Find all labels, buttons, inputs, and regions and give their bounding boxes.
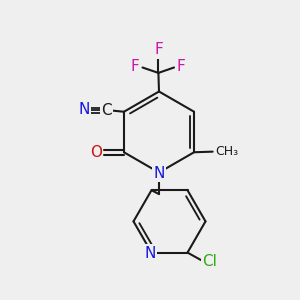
- Text: CH₃: CH₃: [215, 145, 238, 158]
- Text: F: F: [131, 59, 140, 74]
- Text: F: F: [154, 42, 163, 57]
- Text: N: N: [144, 246, 156, 261]
- Text: Cl: Cl: [202, 254, 217, 269]
- Text: O: O: [90, 145, 102, 160]
- Text: N: N: [153, 166, 165, 181]
- Text: F: F: [177, 59, 186, 74]
- Text: N: N: [78, 102, 89, 117]
- Text: C: C: [101, 103, 112, 118]
